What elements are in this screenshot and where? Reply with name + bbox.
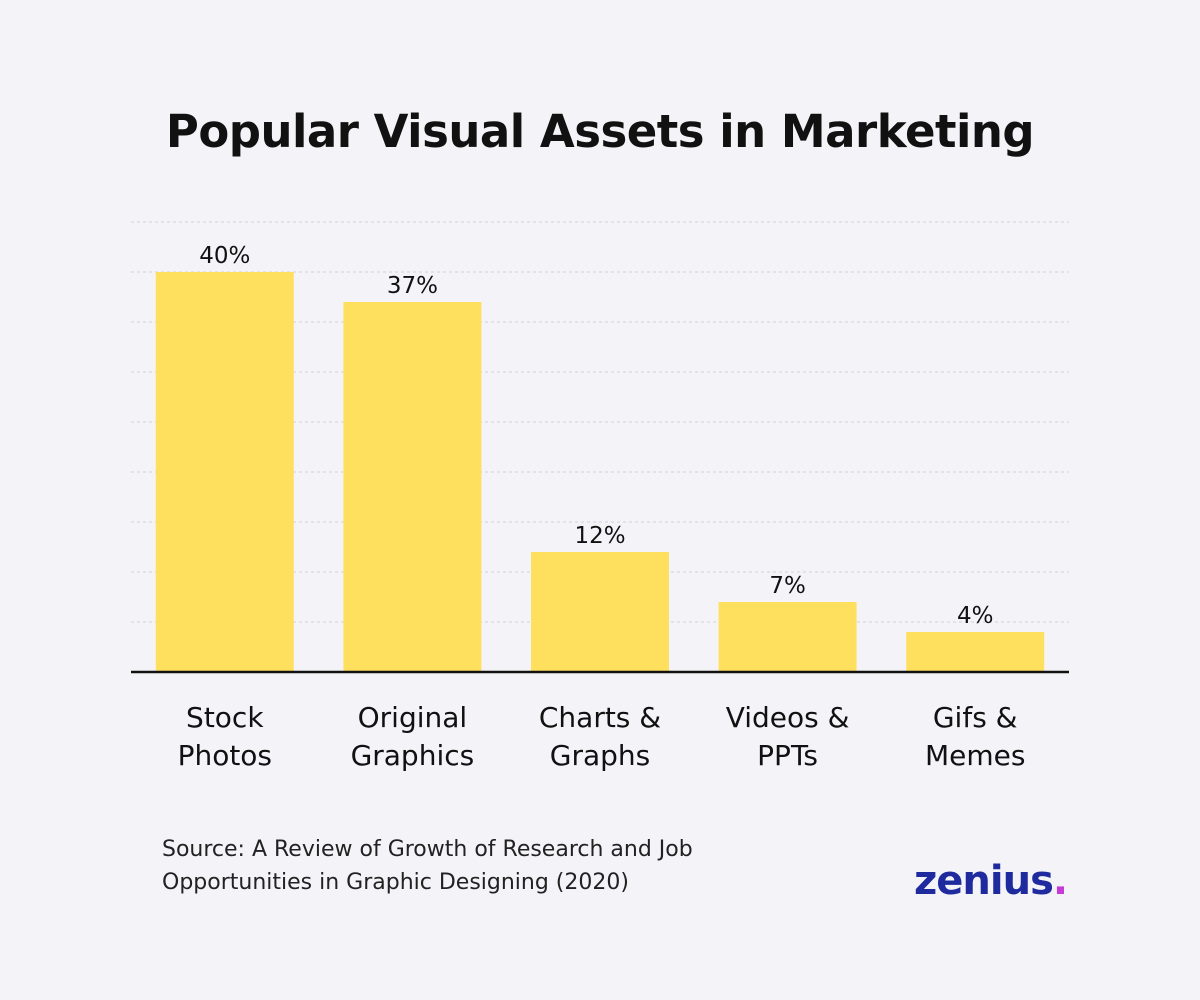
source-line-1: Source: A Review of Growth of Research a… <box>162 837 693 862</box>
category-label: Memes <box>925 739 1025 772</box>
bars <box>155 272 1045 672</box>
bar-value-label: 40% <box>199 243 250 269</box>
logo-dot: . <box>1052 858 1068 904</box>
category-label: PPTs <box>757 739 818 772</box>
category-label: Graphics <box>351 739 475 772</box>
bar <box>906 632 1045 672</box>
category-label: Graphs <box>550 739 650 772</box>
category-label: Charts & <box>539 701 661 734</box>
category-label: Videos & <box>726 701 850 734</box>
bar-value-label: 37% <box>387 273 438 299</box>
category-label: Gifs & <box>933 701 1018 734</box>
bar-value-label: 4% <box>957 603 994 629</box>
category-label: Original <box>358 701 468 734</box>
source-note: Source: A Review of Growth of Research a… <box>162 833 822 899</box>
bar-value-label: 7% <box>769 573 806 599</box>
category-label: Photos <box>178 739 272 772</box>
bar-value-labels: 40% 37% 12% 7% 4% <box>199 243 993 629</box>
bar <box>531 552 669 672</box>
zenius-logo: zenius. <box>914 856 1068 906</box>
bar-chart: 40% 37% 12% 7% 4% Stock Photos Original Graphic… <box>131 221 1069 772</box>
bar <box>343 302 482 672</box>
bar <box>155 272 294 672</box>
category-labels: Stock Photos Original Graphics Charts & Graph… <box>178 701 1026 772</box>
chart-title: Popular Visual Assets in Marketing <box>165 105 1035 158</box>
source-line-2: Opportunities in Graphic Designing (2020… <box>162 870 629 895</box>
category-label: Stock <box>186 701 264 734</box>
bar-value-label: 12% <box>574 523 625 549</box>
logo-word: zenius <box>914 858 1054 904</box>
bar <box>718 602 857 672</box>
